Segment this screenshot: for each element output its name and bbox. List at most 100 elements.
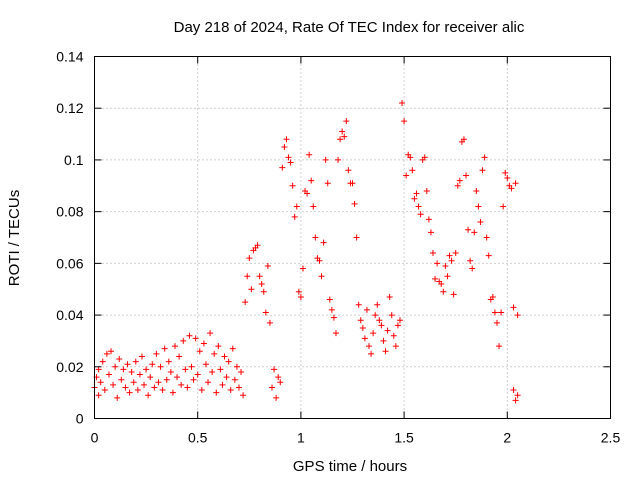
data-point: [260, 288, 267, 295]
data-point: [508, 185, 515, 192]
data-point: [312, 234, 319, 241]
data-point: [277, 379, 284, 386]
data-point: [324, 180, 331, 187]
data-point: [304, 190, 311, 197]
data-point: [514, 312, 521, 319]
data-point: [456, 177, 463, 184]
data-point: [386, 293, 393, 300]
data-point: [161, 345, 168, 352]
data-point: [421, 154, 428, 161]
data-point: [136, 371, 143, 378]
data-point: [242, 299, 249, 306]
data-point: [363, 306, 370, 313]
data-point: [130, 379, 137, 386]
data-point: [149, 361, 156, 368]
data-point: [326, 296, 333, 303]
data-point: [145, 392, 152, 399]
data-point: [132, 358, 139, 365]
data-point: [442, 262, 449, 269]
data-point: [124, 361, 131, 368]
data-point: [293, 203, 300, 210]
data-point: [105, 371, 112, 378]
data-point: [114, 394, 121, 401]
data-point: [351, 200, 358, 207]
data-point: [489, 293, 496, 300]
data-point: [205, 379, 212, 386]
data-point: [244, 273, 251, 280]
x-tick-label: 1: [297, 430, 305, 446]
data-point: [217, 366, 224, 373]
data-point: [221, 353, 228, 360]
data-point: [143, 366, 150, 373]
data-point: [227, 387, 234, 394]
data-point: [335, 156, 342, 163]
data-point: [99, 358, 106, 365]
data-point: [138, 353, 145, 360]
data-point: [211, 350, 218, 357]
x-tick-labels: 0 0.5 1 1.5 2 2.5: [91, 430, 621, 446]
data-point: [163, 376, 170, 383]
data-point: [266, 319, 273, 326]
data-point: [491, 309, 498, 316]
data-point: [176, 353, 183, 360]
data-point: [477, 218, 484, 225]
data-point: [427, 229, 434, 236]
data-point: [368, 350, 375, 357]
data-points: [91, 100, 521, 404]
data-point: [481, 154, 488, 161]
data-point: [465, 226, 472, 233]
data-point: [95, 392, 102, 399]
data-point: [235, 384, 242, 391]
data-point: [394, 322, 401, 329]
data-point: [403, 172, 410, 179]
data-point: [320, 239, 327, 246]
data-point: [258, 281, 265, 288]
data-point: [330, 314, 337, 321]
data-point: [460, 136, 467, 143]
data-point: [287, 159, 294, 166]
data-point: [167, 368, 174, 375]
data-point: [399, 100, 406, 107]
y-tick-label: 0.02: [56, 359, 83, 375]
data-point: [200, 340, 207, 347]
data-point: [440, 288, 447, 295]
data-point: [332, 330, 339, 337]
data-point: [514, 392, 521, 399]
data-point: [384, 327, 391, 334]
chart-title: Day 218 of 2024, Rate Of TEC Index for r…: [174, 19, 525, 36]
data-point: [409, 167, 416, 174]
data-point: [256, 273, 263, 280]
data-point: [434, 260, 441, 267]
data-point: [116, 356, 123, 363]
data-point: [411, 195, 418, 202]
data-point: [297, 293, 304, 300]
data-point: [366, 343, 373, 350]
data-point: [450, 291, 457, 298]
data-point: [289, 182, 296, 189]
data-point: [155, 379, 162, 386]
data-point: [475, 203, 482, 210]
data-point: [223, 374, 230, 381]
data-point: [429, 250, 436, 257]
data-point: [157, 363, 164, 370]
data-point: [128, 368, 135, 375]
data-point: [370, 330, 377, 337]
data-point: [372, 312, 379, 319]
data-point: [498, 309, 505, 316]
data-point: [240, 392, 247, 399]
data-point: [126, 389, 133, 396]
data-point: [401, 118, 408, 125]
data-point: [285, 154, 292, 161]
data-point: [444, 273, 451, 280]
data-point: [432, 275, 439, 282]
data-point: [359, 325, 366, 331]
data-point: [407, 154, 414, 161]
y-tick-label: 0.06: [56, 255, 83, 271]
data-point: [275, 374, 282, 381]
data-point: [141, 381, 148, 388]
data-point: [134, 387, 141, 394]
data-point: [186, 332, 193, 339]
data-point: [341, 133, 348, 140]
x-tick-label: 1.5: [394, 430, 414, 446]
y-tick-labels: 0 0.02 0.04 0.06 0.08 0.1 0.12 0.14: [56, 49, 83, 427]
